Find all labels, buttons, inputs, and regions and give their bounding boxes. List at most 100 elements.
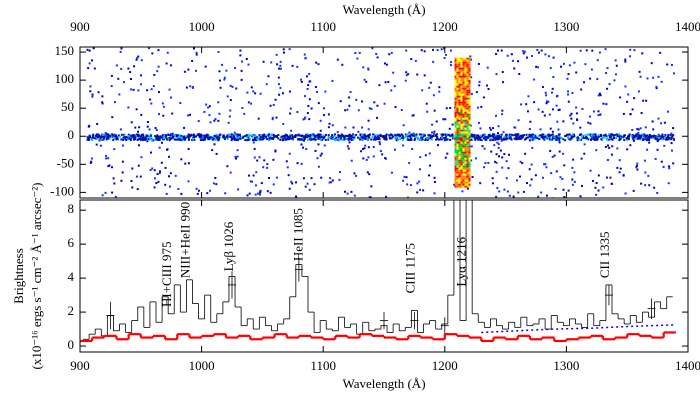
image-pixel: [494, 160, 497, 163]
image-pixel: [657, 117, 660, 120]
image-pixel: [125, 139, 128, 142]
image-pixel: [266, 138, 269, 141]
image-pixel: [440, 133, 443, 136]
image-pixel: [203, 138, 206, 141]
image-pixel: [269, 191, 272, 194]
image-pixel: [615, 64, 618, 67]
image-pixel: [468, 117, 471, 120]
image-pixel: [487, 161, 490, 164]
image-pixel: [456, 181, 459, 184]
image-pixel: [251, 180, 254, 183]
image-pixel: [599, 133, 602, 136]
image-pixel: [339, 100, 342, 103]
image-pixel: [372, 146, 375, 149]
image-pixel: [497, 143, 500, 146]
image-pixel: [300, 138, 303, 141]
image-pixel: [563, 196, 566, 198]
image-pixel: [105, 133, 108, 136]
image-pixel: [670, 64, 673, 67]
image-pixel: [111, 116, 114, 119]
image-pixel: [418, 138, 421, 141]
image-pixel: [458, 67, 461, 70]
image-pixel: [462, 65, 465, 68]
image-pixel: [157, 65, 160, 68]
top-x-axis-label: Wavelength (Å): [342, 2, 425, 17]
image-pixel: [462, 161, 465, 164]
image-pixel: [315, 61, 318, 64]
image-pixel: [462, 137, 465, 140]
image-pixel: [157, 113, 160, 116]
image-pixel: [589, 138, 592, 141]
image-pixel: [234, 67, 237, 70]
image-pixel: [456, 157, 459, 160]
image-pixel: [460, 155, 463, 158]
image-pixel: [207, 106, 210, 109]
image-pixel: [487, 88, 490, 91]
image-pixel: [460, 185, 463, 188]
image-pixel: [291, 182, 294, 185]
image-pixel: [179, 138, 182, 141]
image-pixel: [550, 172, 553, 175]
image-pixel: [526, 136, 529, 139]
image-pixel: [178, 134, 181, 137]
image-pixel: [148, 128, 151, 131]
image-pixel: [406, 135, 409, 138]
image-pixel: [458, 183, 461, 186]
image-pixel: [290, 180, 293, 183]
image-pixel: [456, 169, 459, 172]
image-pixel: [420, 133, 423, 136]
image-pixel: [466, 155, 469, 158]
image-pixel: [252, 138, 255, 141]
image-pixel: [460, 177, 463, 180]
image-pixel: [592, 136, 595, 139]
image-pixel: [116, 136, 119, 139]
image-pixel: [161, 134, 164, 137]
image-pixel: [468, 79, 471, 82]
image-pixel: [499, 149, 502, 152]
image-pixel: [107, 157, 110, 160]
image-pixel: [362, 66, 365, 69]
image-pixel: [132, 88, 135, 91]
image-pixel: [547, 135, 550, 138]
image-pixel: [473, 136, 476, 139]
image-pixel: [458, 95, 461, 98]
image-pixel: [665, 138, 668, 141]
image-pixel: [401, 135, 404, 138]
image-pixel: [637, 137, 640, 140]
image-pixel: [376, 133, 379, 136]
image-pixel: [639, 137, 642, 140]
image-pixel: [139, 136, 142, 139]
image-pixel: [219, 86, 222, 89]
image-pixel: [338, 139, 341, 142]
image-pixel: [460, 91, 463, 94]
image-pixel: [287, 174, 290, 177]
image-pixel: [207, 137, 210, 140]
image-pixel: [308, 72, 311, 75]
image-pixel: [508, 137, 511, 140]
image-pixel: [405, 71, 408, 74]
image-pixel: [550, 91, 553, 94]
image-pixel: [456, 89, 459, 92]
image-pixel: [468, 109, 471, 112]
image-pixel: [483, 147, 486, 150]
image-pixel: [466, 135, 469, 138]
image-pixel: [468, 183, 471, 186]
image-pixel: [462, 113, 465, 116]
image-pixel: [163, 133, 166, 136]
image-pixel: [156, 134, 159, 137]
image-pixel: [600, 135, 603, 138]
image-pixel: [135, 175, 138, 178]
image-pixel: [632, 134, 635, 137]
image-pixel: [143, 138, 146, 141]
image-pixel: [549, 149, 552, 152]
image-pixel: [138, 144, 141, 147]
image-pixel: [234, 155, 237, 158]
image-pixel: [406, 183, 409, 186]
image-pixel: [458, 149, 461, 152]
image-pixel: [590, 68, 593, 71]
image-pixel: [529, 136, 532, 139]
image-pixel: [456, 171, 459, 174]
image-pixel: [323, 135, 326, 138]
image-pixel: [580, 157, 583, 160]
image-pixel: [331, 179, 334, 182]
